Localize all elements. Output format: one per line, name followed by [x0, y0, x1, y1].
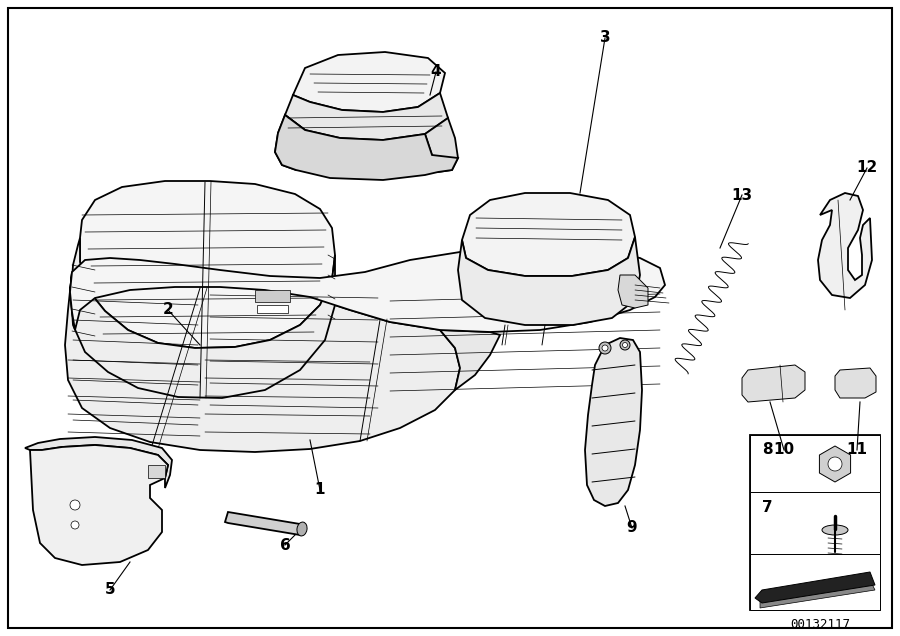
Polygon shape: [618, 275, 648, 308]
Polygon shape: [275, 115, 458, 180]
Polygon shape: [818, 193, 872, 298]
Polygon shape: [65, 272, 460, 452]
Bar: [255, 290, 290, 302]
Polygon shape: [835, 368, 876, 398]
Text: 12: 12: [857, 160, 878, 176]
Polygon shape: [755, 572, 875, 603]
Bar: [257, 305, 288, 313]
Ellipse shape: [623, 343, 627, 347]
Text: 2: 2: [163, 303, 174, 317]
Ellipse shape: [828, 457, 842, 471]
Ellipse shape: [602, 345, 608, 351]
Text: 9: 9: [626, 520, 637, 536]
Text: 10: 10: [773, 443, 795, 457]
Polygon shape: [458, 237, 640, 325]
Bar: [750, 435, 880, 492]
Text: 13: 13: [732, 188, 752, 202]
Text: 6: 6: [280, 537, 291, 553]
Polygon shape: [425, 118, 458, 172]
Ellipse shape: [71, 521, 79, 529]
Text: 5: 5: [104, 583, 115, 597]
Polygon shape: [819, 446, 850, 482]
Polygon shape: [70, 248, 665, 332]
Polygon shape: [225, 512, 300, 535]
Ellipse shape: [822, 525, 848, 535]
Polygon shape: [285, 93, 448, 140]
Bar: [750, 435, 880, 610]
Text: 4: 4: [431, 64, 441, 80]
Polygon shape: [760, 580, 875, 608]
Text: 11: 11: [847, 443, 868, 457]
Ellipse shape: [297, 522, 307, 536]
Polygon shape: [462, 193, 635, 276]
Polygon shape: [293, 52, 445, 112]
Polygon shape: [71, 238, 335, 398]
Polygon shape: [80, 181, 335, 348]
Text: 1: 1: [315, 483, 325, 497]
Text: 8: 8: [762, 443, 772, 457]
Polygon shape: [585, 338, 642, 506]
Text: 3: 3: [599, 31, 610, 46]
Polygon shape: [25, 437, 172, 488]
Ellipse shape: [620, 340, 630, 350]
Text: 00132117: 00132117: [790, 618, 850, 632]
Polygon shape: [148, 465, 165, 478]
Polygon shape: [275, 115, 305, 170]
Polygon shape: [440, 330, 500, 390]
Bar: [750, 554, 880, 610]
Bar: [750, 492, 880, 554]
Polygon shape: [742, 365, 805, 402]
Polygon shape: [30, 445, 168, 565]
Text: 7: 7: [762, 501, 772, 516]
Ellipse shape: [599, 342, 611, 354]
Ellipse shape: [70, 500, 80, 510]
